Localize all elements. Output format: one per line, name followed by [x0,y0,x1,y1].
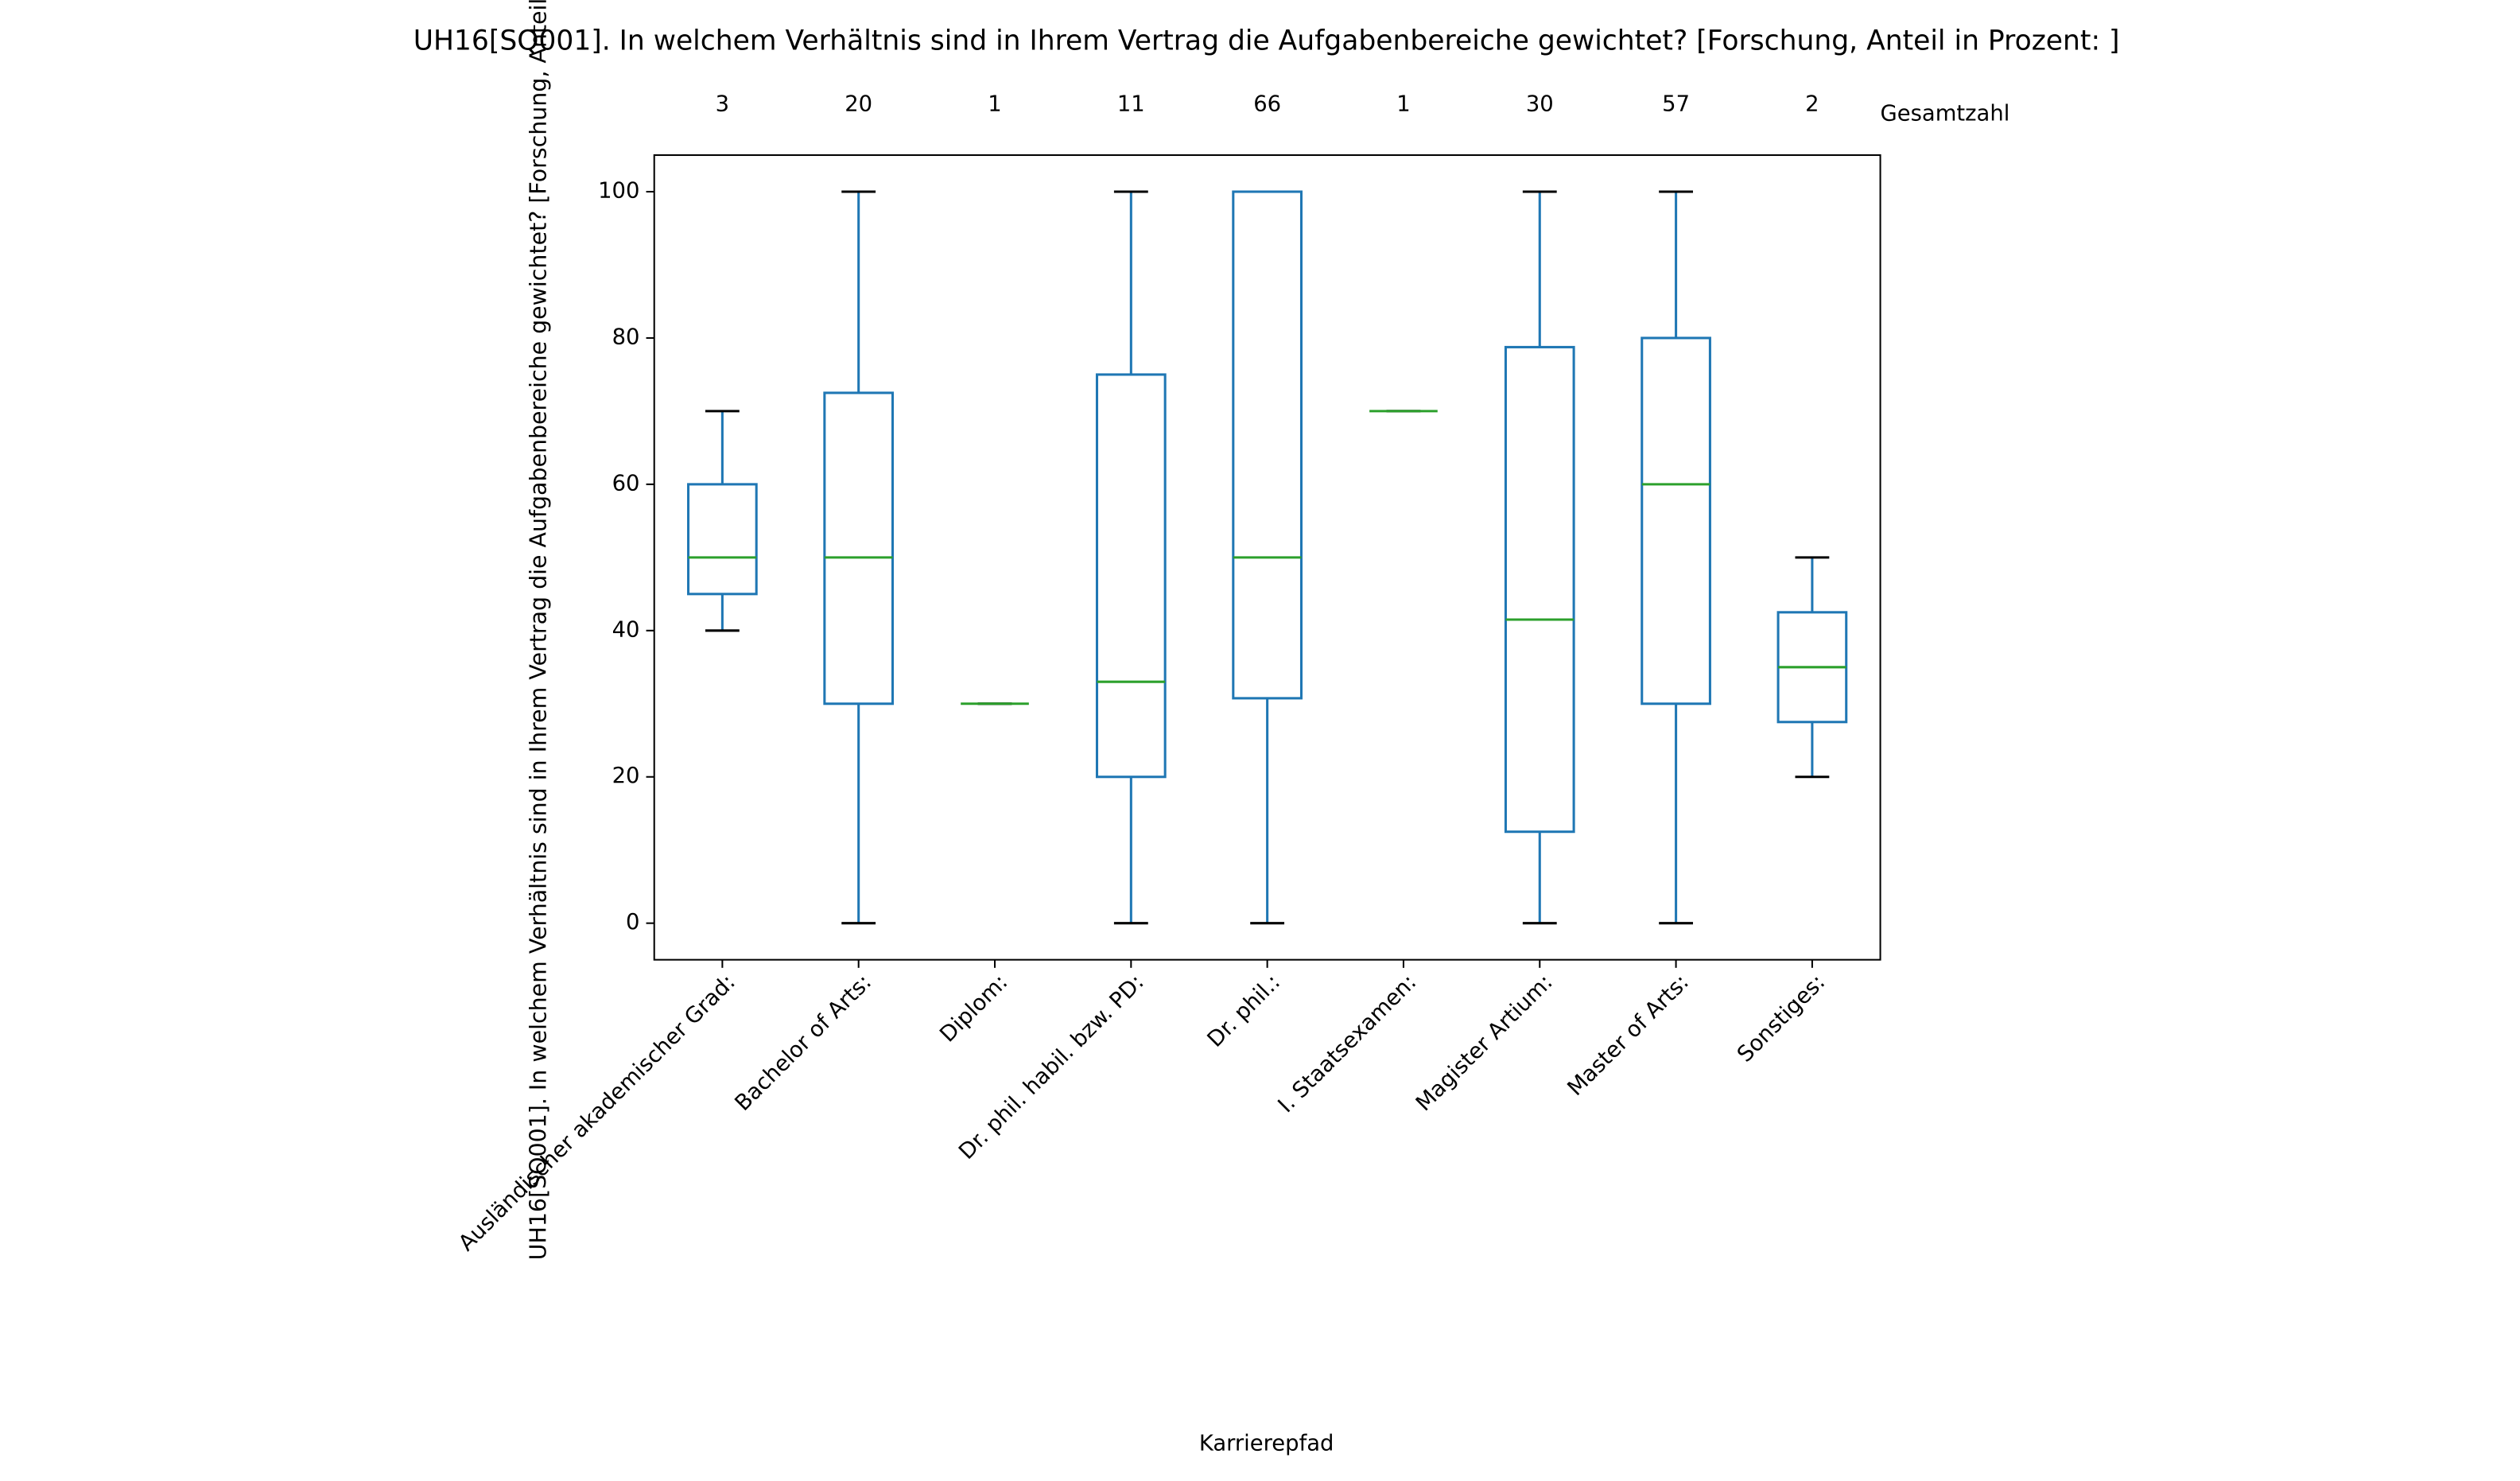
count-label: 30 [1526,92,1554,117]
count-label: 2 [1805,92,1819,117]
count-label: 3 [716,92,729,117]
box [1095,373,1167,779]
y-tick-label: 40 [612,617,640,642]
counts-label: Gesamtzahl [1881,102,2010,126]
count-label: 66 [1253,92,1281,117]
x-tick-label: Bachelor of Arts: [731,970,877,1116]
y-tick-label: 0 [626,910,639,935]
y-tick-label: 20 [612,764,640,788]
x-tick-label: I. Staatsexamen: [1274,970,1422,1118]
x-tick-label: Dr. phil.: [1203,970,1285,1051]
y-axis-label: UH16[SQ001]. In welchem Verhältnis sind … [525,0,551,1260]
count-label: 20 [845,92,872,117]
y-tick-label: 100 [598,179,639,204]
box [1232,190,1303,700]
y-tick-label: 60 [612,471,640,496]
y-tick-label: 80 [612,325,640,349]
x-tick-label: Master of Arts: [1563,970,1694,1101]
x-tick-label: Ausländischer akademischer Grad: [454,970,740,1256]
x-axis-label: Karrierepfad [1199,1432,1334,1456]
count-label: 57 [1662,92,1690,117]
box [1504,345,1575,834]
box [1641,336,1711,706]
box [823,391,895,706]
box [687,483,758,596]
x-tick-label: Diplom: [935,970,1012,1047]
x-tick-label: Sonstiges: [1733,970,1830,1067]
count-label: 11 [1117,92,1145,117]
count-label: 1 [988,92,1001,117]
x-tick-label: Magister Artium: [1411,970,1558,1116]
count-label: 1 [1396,92,1410,117]
chart-title: UH16[SQ001]. In welchem Verhältnis sind … [414,25,2120,56]
